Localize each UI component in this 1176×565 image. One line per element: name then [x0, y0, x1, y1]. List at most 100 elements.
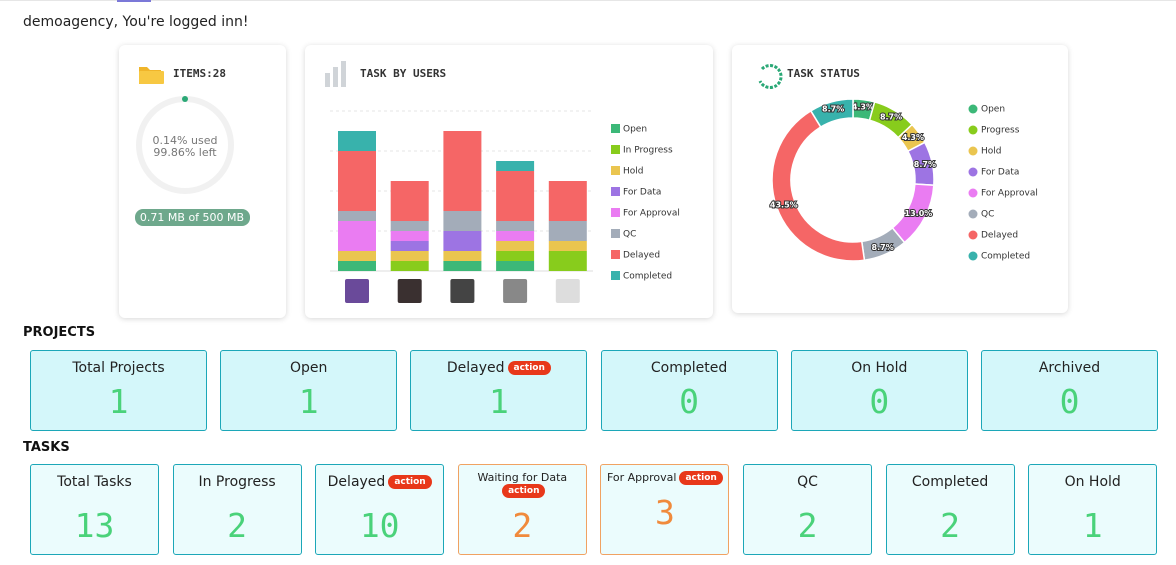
legend-label: Open	[623, 125, 647, 135]
card-label-text: Open	[289, 360, 328, 376]
stat-card: Completed 0	[600, 350, 778, 431]
bar-segment	[390, 221, 429, 231]
legend-swatch	[968, 188, 978, 198]
bar-segment	[338, 221, 376, 251]
chart-title: TASK STATUS	[787, 67, 860, 80]
chart-title: TASK BY USERS	[360, 67, 446, 80]
legend-swatch	[968, 230, 978, 240]
legend-label: Completed	[981, 252, 1030, 262]
card-value: 2	[797, 506, 818, 545]
bar-segment	[443, 251, 482, 261]
legend-label: For Data	[981, 168, 1019, 178]
icon	[333, 67, 338, 87]
action-badge[interactable]: action	[679, 471, 723, 485]
bar-segment	[548, 241, 587, 251]
card-label: Delayed action	[316, 474, 443, 490]
card-label: Open	[221, 360, 396, 376]
legend-swatch	[611, 208, 620, 217]
card-label-text: For Approval	[606, 471, 677, 484]
legend-swatch	[968, 125, 978, 135]
card-value: 0	[1059, 382, 1080, 421]
legend-swatch	[611, 166, 620, 175]
legend-swatch	[611, 124, 620, 133]
legend-label: Delayed	[981, 231, 1018, 241]
card-label: On Hold	[1029, 474, 1156, 490]
legend-swatch	[611, 250, 620, 259]
bar-segment	[338, 211, 376, 221]
card-label: Waiting for Data action	[459, 471, 586, 498]
used-label: 0.14% used	[153, 134, 218, 147]
data-label: 8.7%	[822, 105, 844, 114]
card-label-text: On Hold	[851, 360, 908, 376]
legend-label: For Approval	[623, 209, 680, 219]
card-label-text: In Progress	[198, 474, 276, 490]
card-label-text: Waiting for Data	[477, 471, 568, 484]
gauge-dot	[182, 96, 188, 102]
card-value: 1	[488, 382, 509, 421]
icon	[341, 61, 346, 87]
bar-segment	[338, 151, 376, 211]
card-value: 3	[654, 493, 675, 532]
action-badge[interactable]: action	[388, 475, 432, 489]
legend-label: For Approval	[981, 189, 1038, 199]
stat-card: On Hold 0	[790, 350, 968, 431]
bar-segment	[496, 241, 535, 251]
card-label: Completed	[887, 474, 1014, 490]
avatar	[397, 279, 422, 303]
card-value: 1	[108, 382, 129, 421]
legend-label: In Progress	[623, 146, 673, 156]
legend-swatch	[968, 251, 978, 261]
bar-card: TASK BY USERS Open In Progress Hold For Dat…	[305, 45, 713, 318]
card-value: 10	[359, 506, 400, 545]
avatar	[555, 279, 580, 303]
storage-title: ITEMS:28	[173, 67, 226, 80]
bar-segment	[443, 231, 482, 251]
donut-segment	[809, 98, 854, 129]
stat-card: Delayed action 1	[410, 350, 588, 431]
bar-segment	[496, 261, 535, 271]
stat-card: Completed 2	[885, 464, 1015, 555]
stat-card: For Approval action 3	[600, 464, 730, 555]
data-label: 8.7%	[872, 243, 894, 252]
action-badge[interactable]: action	[502, 484, 546, 498]
section-title: TASKS	[23, 440, 70, 455]
legend-swatch	[968, 167, 978, 177]
donut-chart: TASK STATUS 4.3% 8.7% 4.3% 8.7% 13.0% 8.7% 43.…	[758, 64, 1038, 262]
size-label: 0.71 MB of 500 MB	[140, 211, 244, 224]
card-label-text: Completed	[650, 360, 728, 376]
card-label-text: Delayed	[446, 360, 505, 376]
bar-segment	[390, 241, 429, 251]
legend-swatch	[611, 271, 620, 280]
bar-segment	[390, 251, 429, 261]
stat-card: In Progress 2	[172, 464, 302, 555]
bar-segment	[443, 131, 482, 211]
bar-segment	[496, 171, 535, 221]
card-label: In Progress	[174, 474, 301, 490]
avatar	[450, 279, 475, 303]
bar-chart: TASK BY USERS Open In Progress Hold For Dat…	[325, 61, 680, 303]
bar-segment	[548, 251, 587, 271]
legend-label: QC	[623, 230, 636, 240]
legend-label: Hold	[623, 167, 644, 177]
card-label-text: Archived	[1038, 360, 1101, 376]
stat-card: Waiting for Data action 2	[457, 464, 587, 555]
bar-segment	[496, 231, 535, 241]
section-title: PROJECTS	[23, 325, 96, 340]
bar-segment	[443, 261, 482, 271]
top-rule	[0, 0, 1176, 1]
card-label-text: Delayed	[327, 474, 386, 490]
data-label: 4.3%	[852, 103, 874, 112]
card-label-text: QC	[797, 474, 818, 490]
donut-segment	[771, 109, 866, 262]
bar-segment	[496, 251, 535, 261]
bar-segment	[338, 251, 376, 261]
stat-card: On Hold 1	[1028, 464, 1158, 555]
action-badge[interactable]: action	[507, 361, 551, 375]
card-label: On Hold	[792, 360, 967, 376]
bar-segment	[338, 131, 376, 151]
size-pill	[135, 209, 250, 226]
card-value: 0	[869, 382, 890, 421]
legend-swatch	[968, 209, 978, 219]
bar-segment	[338, 261, 376, 271]
card-label-text: On Hold	[1064, 474, 1121, 490]
